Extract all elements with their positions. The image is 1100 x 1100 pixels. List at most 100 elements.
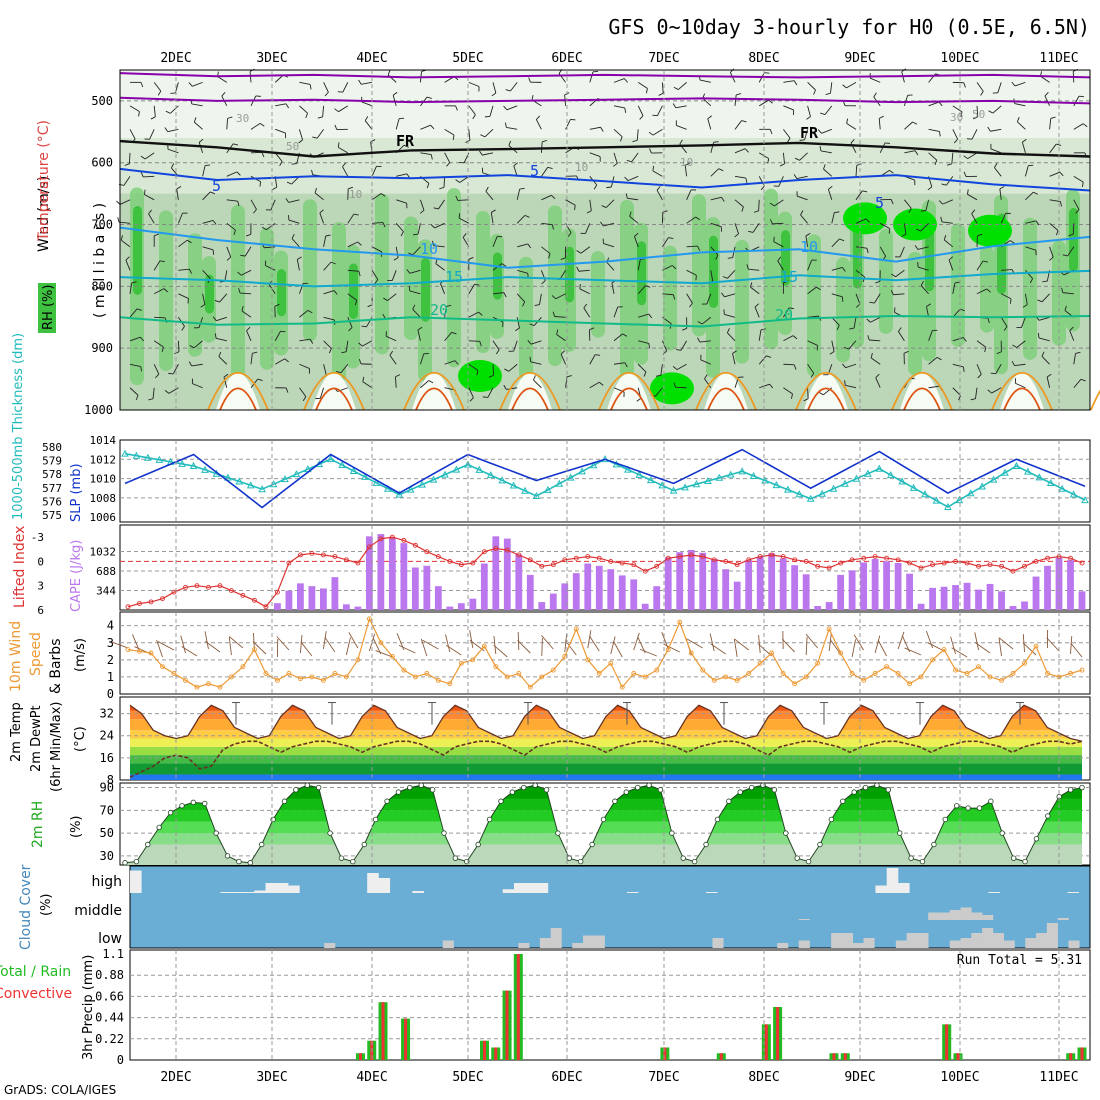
wind10m-point <box>435 677 441 683</box>
thickness-point <box>418 480 426 488</box>
precip-convective-bar <box>516 954 520 1060</box>
date-label-bottom: 10DEC <box>940 1070 979 1085</box>
wind-barb <box>412 309 421 318</box>
thickness-point <box>441 470 449 478</box>
wind-barb-flag <box>408 285 411 291</box>
thickness-point <box>738 467 746 475</box>
wind-barb <box>704 378 712 389</box>
wind-barb <box>167 148 179 154</box>
cloud-high-bar <box>706 892 718 893</box>
contour-label: 50 <box>286 140 299 153</box>
wind10m-barb <box>181 646 198 657</box>
wind-barb-flag <box>980 91 984 96</box>
cloud-low-bar <box>593 935 605 948</box>
wind-barb-flag <box>508 140 512 146</box>
thickness-point <box>578 467 586 475</box>
wind-barb <box>492 292 504 295</box>
wind10m-barb <box>613 641 623 658</box>
thickness-point <box>509 481 518 489</box>
wind-barb <box>680 340 687 351</box>
wind10m-barb <box>877 639 887 657</box>
wind10m-point <box>769 650 775 656</box>
cape-bar <box>710 559 718 610</box>
wind-barb-flag <box>655 374 661 377</box>
wind-barb-flag <box>595 354 601 356</box>
wind-barb <box>773 241 784 248</box>
precip-frame <box>129 949 1091 1061</box>
wind-barb <box>409 269 421 274</box>
cloud-level-high: high <box>91 874 122 890</box>
wind-barb-flag <box>428 380 434 384</box>
wind-barb-flag <box>522 301 526 307</box>
lifted-index-point <box>240 592 246 598</box>
wind-barb-flag <box>503 105 508 111</box>
rh2m-point <box>600 816 607 823</box>
wind-barb-flag <box>1009 240 1015 244</box>
wind-barb-flag <box>330 261 336 265</box>
wind10m-point <box>1068 671 1073 676</box>
thickness-tick: 575 <box>42 509 62 522</box>
isotherm-line <box>119 167 1091 192</box>
lifted-index-point <box>447 558 453 564</box>
cloud-low-bar <box>1025 938 1037 948</box>
cape-bar <box>492 536 500 610</box>
thickness-tick: 576 <box>42 496 62 509</box>
cape-bar <box>664 557 672 610</box>
cape-bar <box>549 593 557 610</box>
wind-barb-flag <box>817 129 822 134</box>
wind-barb-flag <box>977 374 982 379</box>
wind-barb-flag <box>1061 287 1064 293</box>
cape-bar <box>1021 601 1028 610</box>
pressure-tick: 800 <box>91 279 113 293</box>
wind-barb <box>603 243 615 248</box>
wind-barb <box>202 165 206 177</box>
wind-barb-flag <box>713 141 719 143</box>
wind10m-tick: 3 <box>107 636 114 650</box>
temp2m-tick: 16 <box>100 751 114 765</box>
wind-barb-flag <box>866 248 869 254</box>
wind-barb <box>266 222 276 231</box>
wind10m-point <box>734 677 740 683</box>
precip-axis: 1.10.880.660.440.220 <box>95 947 124 1067</box>
wind10m-point <box>1033 643 1039 649</box>
lifted-index-point <box>1033 558 1039 564</box>
wind-barb-flag <box>697 245 701 251</box>
wind-barb <box>999 188 1002 200</box>
wind-barb-flag <box>387 70 391 76</box>
wind-barb <box>319 212 325 224</box>
wind10m-point <box>504 674 510 680</box>
wind-barb-flag <box>936 356 942 361</box>
rh-shade-cell <box>637 241 646 306</box>
cloud-low-bar <box>1068 940 1080 948</box>
wind-barb-flag <box>188 361 193 367</box>
wind-barb <box>299 310 309 318</box>
wind-barb <box>391 270 397 281</box>
wind-barb <box>903 223 907 235</box>
cape-bar <box>538 602 546 610</box>
wind-barb-flag <box>636 398 642 402</box>
rh2m-point <box>452 855 459 861</box>
wind-barb-flag <box>1056 143 1062 146</box>
wind-barb-flag <box>1078 95 1084 98</box>
wind10m-point <box>654 667 660 673</box>
wind-barb-flag <box>736 93 742 96</box>
rh2m-point <box>953 803 960 809</box>
wind10m-barb <box>322 631 327 650</box>
wind-barb <box>178 293 189 299</box>
wind-barb-flag <box>681 327 687 331</box>
wind-barb-flag <box>836 325 840 331</box>
wind-barb-flag <box>181 326 185 331</box>
rh2m-point <box>327 830 333 836</box>
lifted-index-point <box>953 558 959 564</box>
wind-barb <box>316 129 324 139</box>
wind10m-point <box>320 677 326 683</box>
lifted-index-point <box>366 544 372 550</box>
rh2m-point <box>669 830 675 836</box>
thickness-point <box>1024 467 1032 475</box>
wind-barb-flag <box>519 187 525 190</box>
wind-barb-flag <box>528 77 531 83</box>
wind-barb <box>846 123 857 130</box>
isotherm-25 <box>695 372 757 411</box>
wind10m-barb <box>493 644 508 658</box>
pressure-tick: 700 <box>91 218 113 232</box>
